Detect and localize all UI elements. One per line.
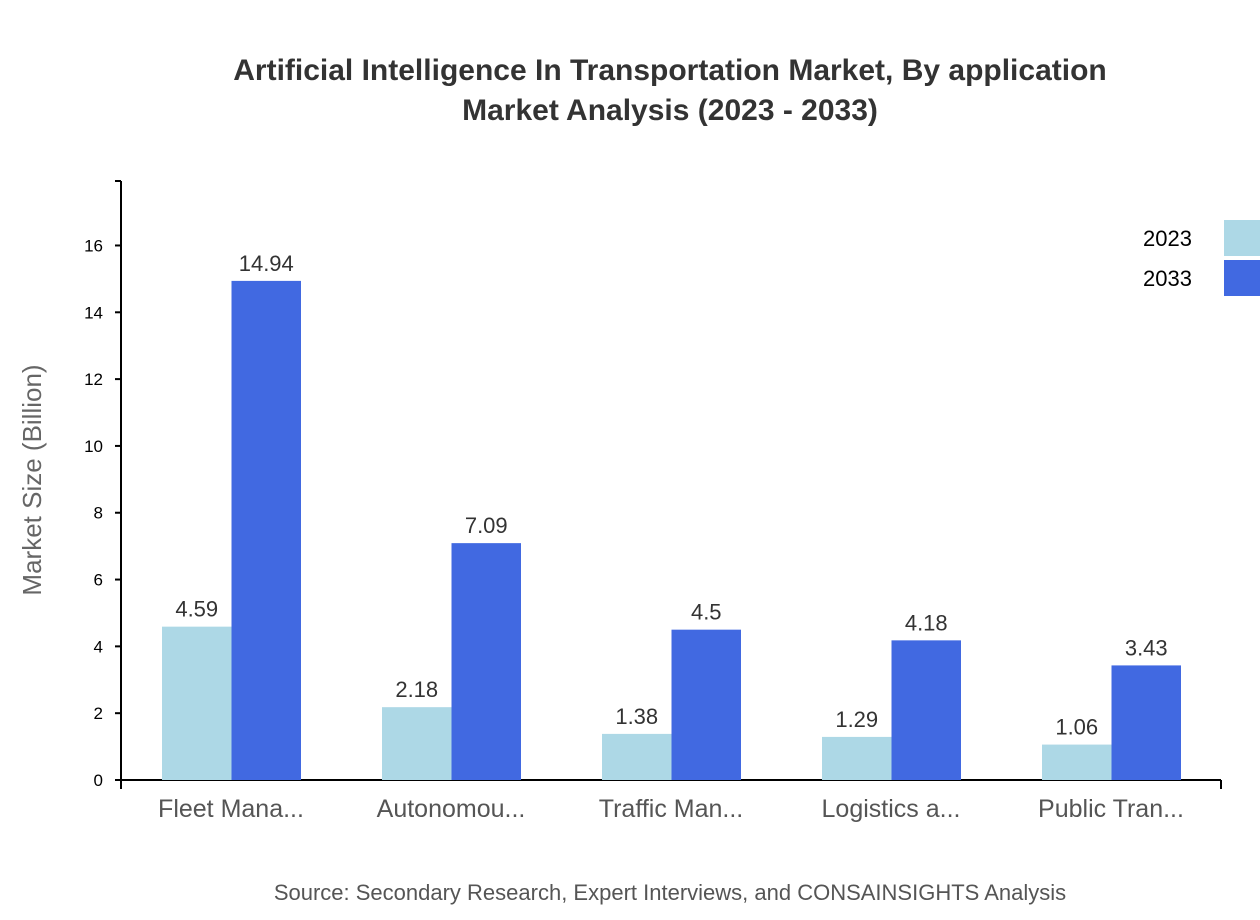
data-label: 4.18 <box>905 610 948 635</box>
data-label: 1.38 <box>615 704 658 729</box>
y-tick-label: 10 <box>84 437 103 456</box>
x-tick-label: Traffic Man... <box>599 795 743 823</box>
y-tick-label: 12 <box>84 370 103 389</box>
y-tick-label: 16 <box>84 236 103 255</box>
bar-2033[interactable] <box>231 280 302 780</box>
data-label: 2.18 <box>395 677 438 702</box>
bar-2023[interactable] <box>162 626 232 780</box>
y-tick-label: 6 <box>94 571 103 590</box>
y-tick-label: 8 <box>94 504 103 523</box>
y-tick-label: 2 <box>94 704 103 723</box>
data-label: 14.94 <box>239 251 294 276</box>
data-label: 1.06 <box>1055 715 1098 740</box>
chart-title-line2: Market Analysis (2023 - 2033) <box>462 94 878 127</box>
bar-2023[interactable] <box>1042 744 1112 780</box>
data-label: 3.43 <box>1125 635 1168 660</box>
bar-2033[interactable] <box>451 543 522 780</box>
bar-2023[interactable] <box>822 736 892 780</box>
y-tick-label: 14 <box>84 303 103 322</box>
x-tick-label: Autonomou... <box>377 795 526 823</box>
bar-2033[interactable] <box>671 629 742 780</box>
y-axis-label: Market Size (Billion) <box>17 364 47 595</box>
source-note: Source: Secondary Research, Expert Inter… <box>274 880 1066 905</box>
x-tick-label: Fleet Mana... <box>158 795 304 823</box>
legend-label: 2023 <box>1143 226 1192 251</box>
legend-label: 2033 <box>1143 266 1192 291</box>
legend-swatch <box>1224 220 1260 256</box>
legend-swatch <box>1224 260 1260 296</box>
bar-2033[interactable] <box>1111 665 1182 780</box>
x-tick-label: Public Tran... <box>1038 795 1184 823</box>
chart-title-line1: Artificial Intelligence In Transportatio… <box>233 54 1107 87</box>
data-label: 7.09 <box>465 513 508 538</box>
y-tick-label: 4 <box>94 637 103 656</box>
data-label: 4.59 <box>175 597 218 622</box>
bar-2033[interactable] <box>891 640 962 780</box>
x-tick-label: Logistics a... <box>822 795 961 823</box>
data-label: 4.5 <box>691 600 722 625</box>
y-tick-label: 0 <box>94 771 103 790</box>
data-label: 1.29 <box>835 707 878 732</box>
bar-2023[interactable] <box>602 733 672 780</box>
bar-2023[interactable] <box>382 707 452 780</box>
